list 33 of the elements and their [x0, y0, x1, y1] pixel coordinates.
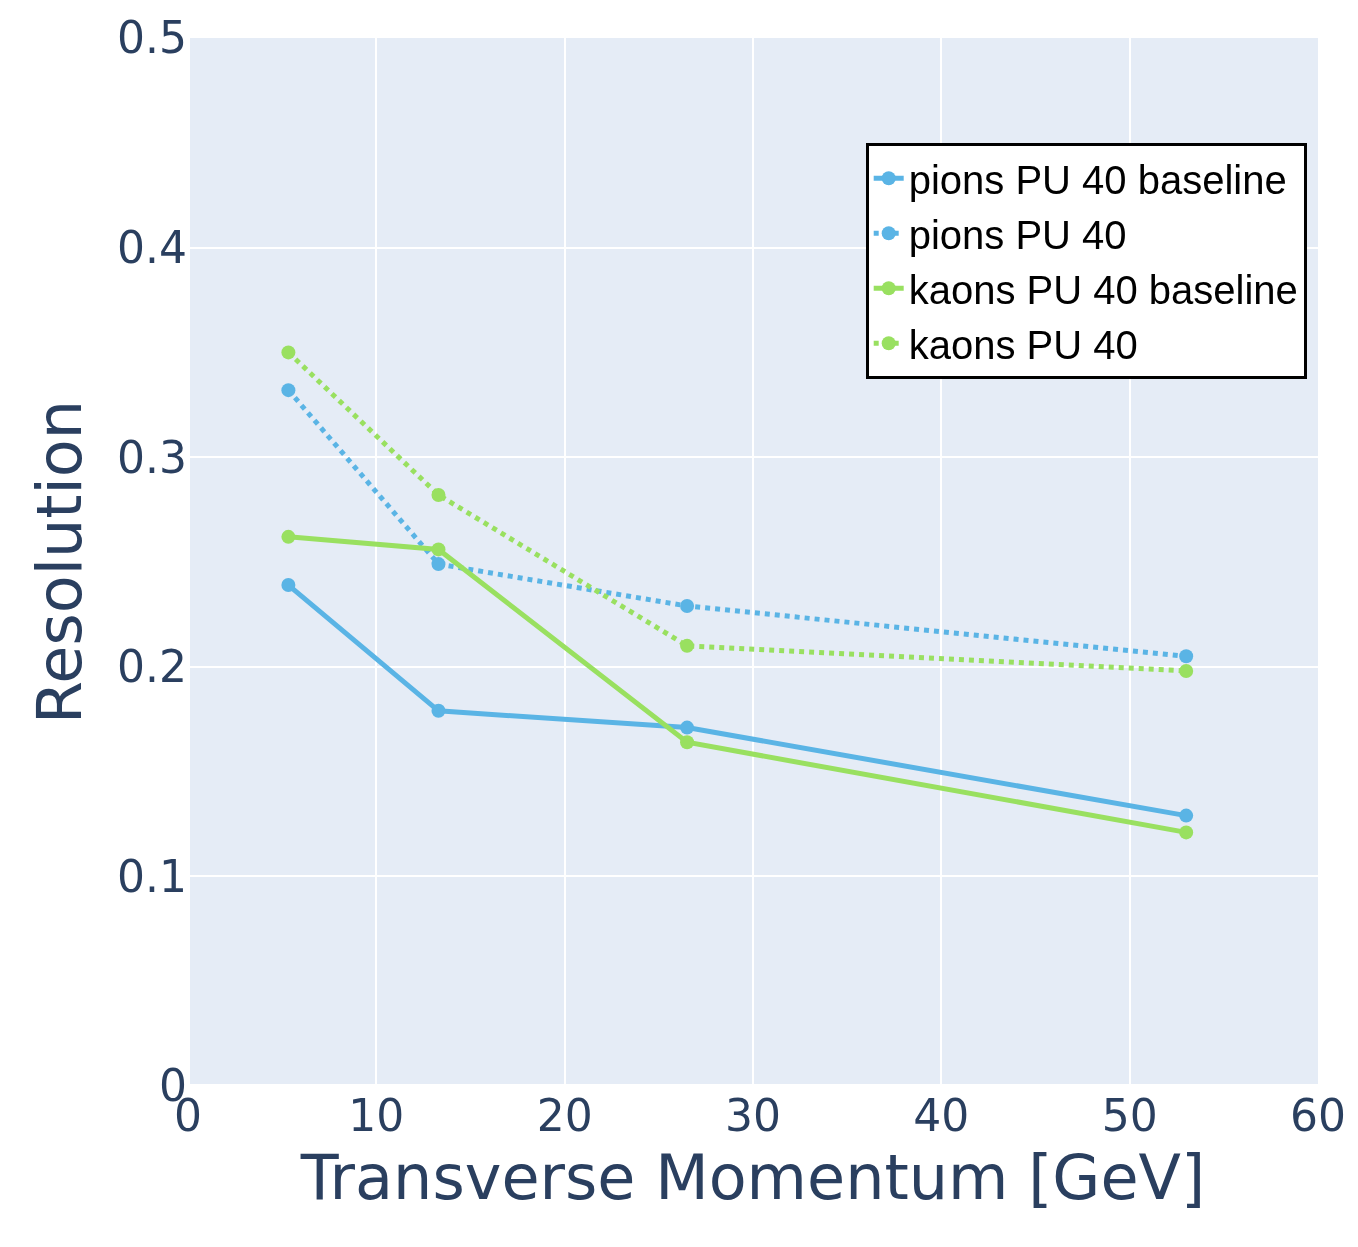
point	[680, 638, 695, 653]
legend-label: pions PU 40	[908, 212, 1127, 257]
y-tick-label: 0.2	[117, 641, 187, 693]
y-tick-label: 0.1	[117, 850, 187, 902]
x-axis-title: Transverse Momentum [GeV]	[299, 1141, 1206, 1214]
x-tick-label: 30	[725, 1090, 781, 1141]
point	[281, 578, 296, 593]
point	[281, 345, 296, 360]
point	[281, 529, 296, 544]
legend-label: kaons PU 40	[908, 322, 1138, 367]
point	[431, 703, 446, 718]
legend-label: kaons PU 40 baseline	[908, 267, 1298, 312]
x-tick-label: 50	[1101, 1090, 1158, 1141]
point	[1179, 808, 1194, 823]
x-tick-label: 60	[1290, 1090, 1346, 1141]
point	[431, 542, 446, 557]
x-tick-label: 20	[536, 1090, 593, 1141]
point	[431, 557, 446, 572]
point	[1179, 825, 1194, 840]
point	[281, 383, 296, 398]
point	[1179, 663, 1194, 678]
x-tick-label: 10	[348, 1090, 405, 1141]
y-tick-label: 0.5	[117, 12, 187, 64]
point	[680, 720, 695, 735]
point	[431, 487, 446, 502]
point	[1179, 649, 1194, 664]
point	[680, 735, 695, 750]
y-axis-title: Resolution	[22, 400, 96, 724]
y-tick-label: 0.4	[117, 222, 187, 273]
x-tick-label: 40	[913, 1090, 970, 1141]
legend-label: pions PU 40 baseline	[908, 157, 1287, 202]
point	[680, 599, 695, 614]
y-tick-label: 0.3	[117, 431, 187, 483]
